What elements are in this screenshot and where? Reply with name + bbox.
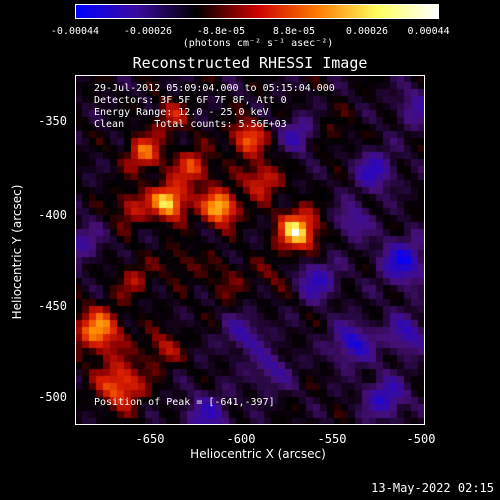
x-tick-label: -550 — [317, 432, 347, 446]
colorbar-tick: 0.00026 — [345, 26, 389, 37]
detectors-text: Detectors: 3F 5F 6F 7F 8F, Att 0 — [94, 95, 287, 106]
colorbar-tick: 0.00044 — [407, 26, 450, 37]
colorbar-tick: -0.00044 — [50, 26, 100, 37]
time-range-text: 29-Jul-2012 05:09:04.000 to 05:15:04.000 — [94, 83, 335, 94]
timestamp: 13-May-2022 02:15 — [371, 481, 494, 495]
y-tick-label: -350 — [38, 114, 67, 128]
clean-total-counts-text: Clean Total counts: 5.56E+03 — [94, 119, 287, 130]
colorbar-units: (photons cm⁻² s⁻¹ asec⁻²) — [182, 38, 334, 49]
chart-title: Reconstructed RHESSI Image — [132, 54, 368, 72]
peak-position-text: Position of Peak = [-641,-397] — [94, 397, 275, 408]
colorbar-tick: -8.8e-05 — [196, 26, 246, 37]
plot-frame — [75, 75, 425, 425]
energy-range-text: Energy Range: 12.0 - 25.0 keV — [94, 107, 269, 118]
y-axis-label: Heliocentric Y (arcsec) — [10, 184, 24, 320]
colorbar-tick: -0.00026 — [123, 26, 173, 37]
y-tick-label: -400 — [38, 208, 67, 222]
x-tick-label: -650 — [135, 432, 165, 446]
colorbar — [75, 4, 439, 19]
y-tick-label: -450 — [38, 299, 67, 313]
heatmap-image — [75, 75, 425, 425]
colorbar-tick: 8.8e-05 — [272, 26, 316, 37]
x-tick-label: -500 — [406, 432, 436, 446]
y-tick-label: -500 — [38, 390, 67, 404]
x-axis-label: Heliocentric X (arcsec) — [190, 447, 326, 461]
x-tick-label: -600 — [226, 432, 256, 446]
